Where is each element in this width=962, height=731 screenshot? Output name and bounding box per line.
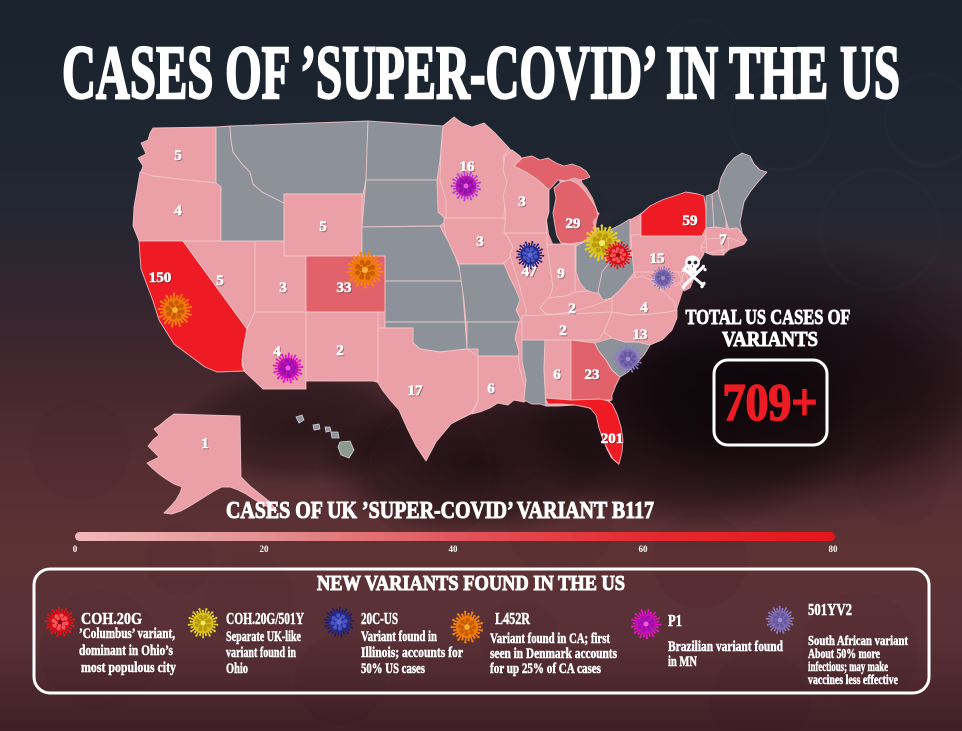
svg-text:3: 3 — [519, 195, 527, 211]
svg-text:4: 4 — [641, 301, 649, 317]
svg-text:5: 5 — [217, 274, 225, 290]
svg-text:29: 29 — [566, 217, 581, 233]
svg-text:4: 4 — [640, 300, 648, 316]
svg-text:6: 6 — [554, 368, 562, 384]
svg-text:Variant found in: Variant found in — [361, 629, 437, 645]
svg-text:201: 201 — [601, 431, 624, 447]
svg-text:most populous city: most populous city — [81, 660, 177, 676]
svg-text:4: 4 — [273, 344, 281, 360]
svg-text:9: 9 — [558, 267, 566, 283]
svg-text:2: 2 — [569, 302, 577, 318]
svg-text:20C-US: 20C-US — [361, 609, 398, 628]
svg-text:59: 59 — [683, 213, 698, 229]
svg-text:29: 29 — [566, 216, 581, 232]
svg-text:16: 16 — [460, 159, 476, 175]
svg-text:South African variant: South African variant — [808, 633, 908, 648]
svg-text:17: 17 — [408, 384, 424, 400]
svg-text:501YV2: 501YV2 — [808, 600, 852, 619]
svg-text:3: 3 — [279, 280, 287, 296]
svg-text:23: 23 — [585, 367, 600, 383]
svg-text:2: 2 — [337, 344, 345, 360]
svg-text:vaccines less effective: vaccines less effective — [808, 672, 898, 687]
svg-text:Illinois; accounts for: Illinois; accounts for — [361, 645, 463, 661]
svg-text:TOTAL US CASES OF: TOTAL US CASES OF — [686, 305, 851, 329]
svg-text:5: 5 — [174, 148, 182, 164]
svg-text:709+: 709+ — [723, 374, 818, 432]
svg-text:23: 23 — [585, 368, 600, 384]
svg-text:20: 20 — [260, 544, 270, 554]
svg-text:5: 5 — [319, 219, 327, 235]
svg-text:1: 1 — [202, 437, 210, 453]
svg-text:Brazilian variant found: Brazilian variant found — [668, 639, 783, 655]
svg-text:33: 33 — [337, 280, 352, 296]
svg-text:infectious; may make: infectious; may make — [808, 659, 888, 674]
svg-text:3: 3 — [280, 281, 288, 297]
svg-text:7: 7 — [719, 232, 727, 248]
svg-text:’Columbus’ variant,: ’Columbus’ variant, — [79, 626, 175, 642]
svg-text:1: 1 — [201, 436, 209, 452]
svg-text:seen in Denmark accounts: seen in Denmark accounts — [490, 646, 617, 662]
svg-text:2: 2 — [336, 343, 344, 359]
svg-text:2: 2 — [560, 324, 568, 340]
svg-text:40: 40 — [449, 544, 459, 554]
svg-text:15: 15 — [650, 252, 665, 268]
svg-text:47: 47 — [522, 264, 538, 280]
svg-text:50% US cases: 50% US cases — [361, 661, 425, 677]
svg-text:60: 60 — [639, 544, 649, 554]
svg-text:150: 150 — [150, 271, 173, 287]
svg-text:17: 17 — [408, 383, 424, 399]
svg-text:80: 80 — [829, 544, 839, 554]
svg-text:Separate UK-like: Separate UK-like — [226, 629, 301, 645]
svg-text:9: 9 — [557, 266, 565, 282]
svg-text:for up 25% of CA cases: for up 25% of CA cases — [490, 661, 601, 677]
svg-text:5: 5 — [216, 273, 224, 289]
svg-text:13: 13 — [633, 327, 648, 343]
svg-text:0: 0 — [73, 544, 78, 554]
svg-text:7: 7 — [720, 233, 728, 249]
svg-text:13: 13 — [633, 328, 648, 344]
svg-text:5: 5 — [175, 149, 183, 165]
svg-text:6: 6 — [488, 382, 496, 398]
svg-text:33: 33 — [337, 281, 352, 297]
svg-text:3: 3 — [477, 235, 485, 251]
svg-text:dominant in Ohio’s: dominant in Ohio’s — [79, 643, 173, 659]
svg-text:59: 59 — [683, 214, 698, 230]
svg-text:variant found in: variant found in — [226, 645, 296, 661]
svg-text:6: 6 — [553, 367, 561, 383]
svg-text:COH.20G: COH.20G — [81, 609, 142, 628]
svg-text:15: 15 — [650, 251, 665, 267]
svg-text:3: 3 — [518, 194, 526, 210]
svg-text:3: 3 — [476, 234, 484, 250]
svg-text:L452R: L452R — [495, 609, 531, 628]
svg-text:P1: P1 — [668, 611, 682, 630]
svg-text:Variant found in CA; first: Variant found in CA; first — [490, 631, 610, 647]
svg-text:2: 2 — [559, 323, 567, 339]
svg-text:VARIANTS: VARIANTS — [722, 327, 818, 351]
svg-text:About 50% more: About 50% more — [808, 646, 880, 661]
svg-text:COH.20G/501Y: COH.20G/501Y — [226, 609, 304, 628]
svg-text:4: 4 — [175, 204, 183, 220]
svg-text:CASES OF UK ’SUPER-COVID’ VARI: CASES OF UK ’SUPER-COVID’ VARIANT B117 — [226, 498, 654, 524]
svg-text:47: 47 — [522, 265, 538, 281]
svg-text:4: 4 — [174, 203, 182, 219]
svg-text:2: 2 — [568, 301, 576, 317]
svg-text:in MN: in MN — [668, 654, 697, 670]
svg-text:150: 150 — [149, 270, 172, 286]
svg-text:201: 201 — [602, 432, 625, 448]
svg-text:4: 4 — [274, 345, 282, 361]
svg-text:Ohio: Ohio — [226, 661, 248, 677]
svg-text:CASES OF ’SUPER-COVID’ IN THE: CASES OF ’SUPER-COVID’ IN THE US — [62, 31, 900, 115]
svg-text:NEW VARIANTS FOUND IN THE US: NEW VARIANTS FOUND IN THE US — [317, 571, 625, 595]
svg-text:6: 6 — [487, 381, 495, 397]
svg-text:5: 5 — [320, 220, 328, 236]
